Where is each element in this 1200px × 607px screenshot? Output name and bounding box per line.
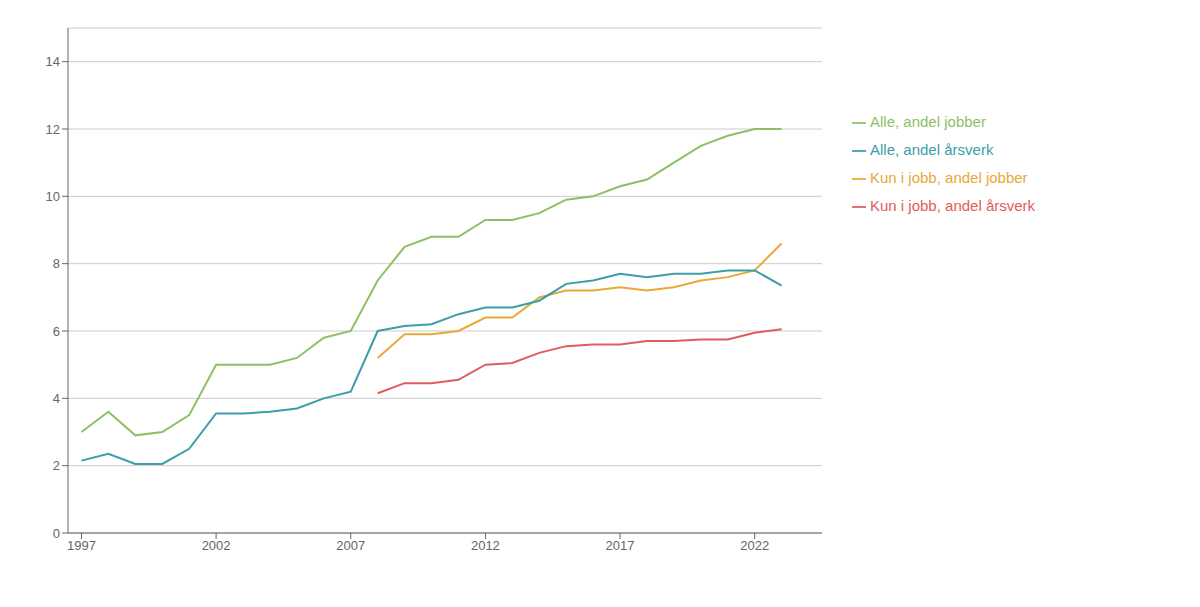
svg-text:8: 8 bbox=[53, 256, 60, 271]
svg-text:2: 2 bbox=[53, 458, 60, 473]
svg-text:0: 0 bbox=[53, 526, 60, 541]
svg-text:2002: 2002 bbox=[202, 538, 231, 553]
svg-text:2007: 2007 bbox=[336, 538, 365, 553]
svg-text:2022: 2022 bbox=[740, 538, 769, 553]
svg-text:2017: 2017 bbox=[606, 538, 635, 553]
svg-text:6: 6 bbox=[53, 324, 60, 339]
html-text:Alle, andel årsverk: Alle, andel årsverk bbox=[870, 141, 994, 158]
html-text:Kun i jobb, andel årsverk: Kun i jobb, andel årsverk bbox=[870, 197, 1036, 214]
svg-text:14: 14 bbox=[46, 54, 60, 69]
html-text:Kun i jobb, andel jobber: Kun i jobb, andel jobber bbox=[870, 169, 1028, 186]
html-text:Alle, andel jobber: Alle, andel jobber bbox=[870, 113, 986, 130]
svg-text:2012: 2012 bbox=[471, 538, 500, 553]
svg-text:10: 10 bbox=[46, 189, 60, 204]
svg-text:12: 12 bbox=[46, 122, 60, 137]
svg-text:1997: 1997 bbox=[67, 538, 96, 553]
svg-text:4: 4 bbox=[53, 391, 60, 406]
